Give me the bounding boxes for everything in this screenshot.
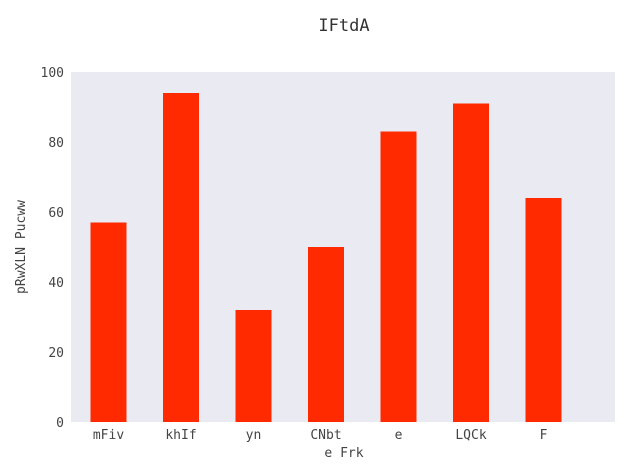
- bar-F: [525, 198, 562, 422]
- bar-CNbt: [308, 247, 344, 422]
- y-tick-label: 100: [41, 66, 64, 81]
- chart-title: IFtdA: [318, 16, 369, 36]
- x-tick-label: khIf: [165, 428, 196, 443]
- y-tick-label: 20: [48, 346, 64, 361]
- bar-yn: [235, 310, 272, 422]
- y-tick-labels: 0 20 40 60 80 100: [41, 66, 64, 431]
- bars-group: [90, 93, 562, 422]
- y-tick-label: 0: [56, 416, 64, 431]
- x-tick-label: F: [540, 428, 548, 443]
- bar-e: [380, 131, 417, 422]
- y-tick-label: 40: [48, 276, 64, 291]
- x-tick-labels: mFiv khIf yn CNbt e LQCk F: [93, 428, 548, 443]
- y-axis-label: pRwXLN Pucww: [14, 200, 29, 294]
- bar-mFiv: [90, 222, 127, 422]
- x-tick-label: CNbt: [310, 428, 341, 443]
- x-axis-label: e Frk: [324, 446, 363, 461]
- bar-khIf: [163, 93, 199, 422]
- x-tick-label: mFiv: [93, 428, 124, 443]
- bar-LQCk: [453, 103, 489, 422]
- x-tick-label: LQCk: [455, 428, 486, 443]
- x-tick-label: e: [395, 428, 403, 443]
- y-tick-label: 80: [48, 136, 64, 151]
- x-tick-label: yn: [246, 428, 262, 443]
- y-tick-label: 60: [48, 206, 64, 221]
